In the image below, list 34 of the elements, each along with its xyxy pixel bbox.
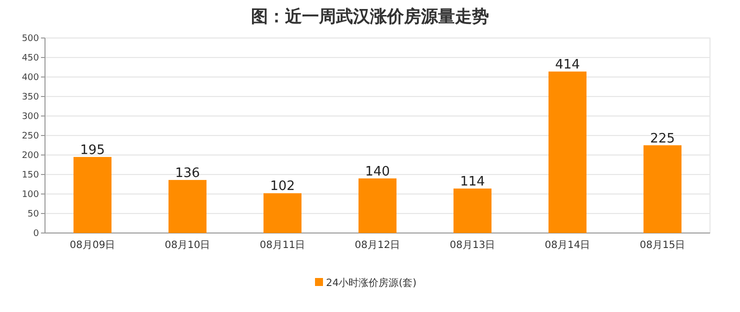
x-tick-label: 08月10日 — [164, 240, 210, 251]
y-tick-label: 50 — [28, 210, 40, 220]
bar — [358, 178, 396, 233]
y-tick-label: 350 — [22, 92, 40, 102]
bar — [264, 193, 302, 233]
bar — [454, 188, 492, 233]
bar — [644, 145, 682, 233]
y-tick-label: 150 — [22, 170, 40, 180]
y-tick-label: 250 — [22, 132, 40, 142]
x-tick-label: 08月09日 — [70, 240, 116, 251]
x-tick-label: 08月12日 — [354, 240, 400, 251]
data-label: 414 — [555, 58, 580, 73]
x-tick-label: 08月11日 — [260, 240, 306, 251]
bar — [548, 72, 586, 233]
data-label: 136 — [175, 166, 200, 181]
y-tick-label: 500 — [22, 34, 40, 44]
y-tick-label: 100 — [22, 190, 40, 200]
y-tick-label: 0 — [33, 229, 40, 239]
legend-label: 24小时涨价房源(套) — [326, 277, 417, 289]
x-tick-label: 08月13日 — [450, 240, 496, 251]
data-label: 225 — [650, 131, 675, 146]
y-tick-label: 450 — [22, 54, 40, 64]
data-label: 140 — [365, 164, 390, 180]
bar — [168, 180, 206, 233]
bar — [74, 156, 112, 233]
data-label: 102 — [270, 179, 295, 194]
y-tick-label: 400 — [22, 73, 40, 83]
chart-title: 图：近一周武汉涨价房源量走势 — [251, 7, 489, 27]
x-tick-label: 08月14日 — [544, 240, 590, 251]
y-tick-label: 300 — [22, 112, 40, 122]
data-label: 114 — [460, 174, 485, 190]
y-tick-label: 200 — [22, 151, 40, 161]
x-tick-label: 08月15日 — [640, 240, 686, 251]
data-label: 195 — [80, 142, 105, 158]
